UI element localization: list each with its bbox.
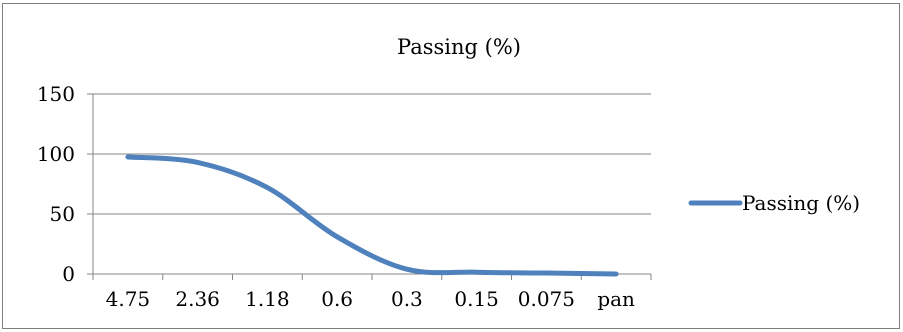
x-tick-label: pan: [597, 287, 635, 311]
x-tick-label: 4.75: [106, 287, 151, 311]
series-line-0: [125, 154, 619, 277]
legend-label: Passing (%): [742, 191, 860, 215]
x-tick-label: 2.36: [175, 287, 220, 311]
x-tick-label: 0.075: [518, 287, 575, 311]
x-tick-label: 0.6: [321, 287, 353, 311]
x-tick-label: 0.15: [454, 287, 499, 311]
y-axis-ticks: 0 50 100 150: [37, 82, 93, 286]
legend: Passing (%): [688, 191, 860, 215]
x-tick-label: 0.3: [391, 287, 423, 311]
y-tick-label: 0: [62, 262, 75, 286]
y-tick-label: 100: [37, 142, 75, 166]
y-tick-label: 50: [50, 202, 75, 226]
x-axis-ticks: 4.75 2.36 1.18 0.6 0.3 0.15 0.075 pan: [92, 274, 652, 311]
chart-title: Passing (%): [397, 35, 521, 59]
x-tick-label: 1.18: [245, 287, 290, 311]
y-tick-label: 150: [37, 82, 75, 106]
series-group: [125, 154, 619, 277]
